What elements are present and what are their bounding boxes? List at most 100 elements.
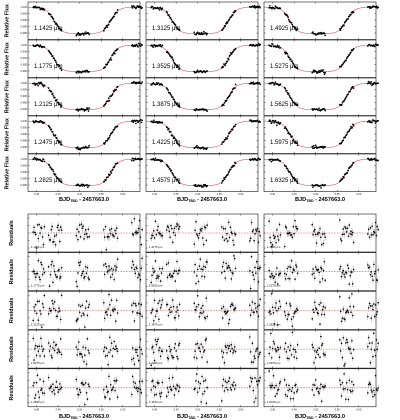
flux-data-point: [232, 50, 235, 52]
residual-data-point: [255, 397, 257, 400]
residual-data-point: [278, 300, 281, 303]
residual-data-point: [52, 281, 54, 284]
flux-data-point: [58, 27, 61, 30]
flux-data-point: [352, 11, 355, 14]
residual-data-point: [285, 351, 288, 353]
residual-data-point: [290, 234, 293, 236]
residual-data-point: [59, 383, 61, 385]
residual-data-point: [138, 274, 141, 277]
residual-data-point: [152, 267, 154, 270]
residual-data-point: [229, 226, 232, 229]
residual-data-point: [339, 379, 341, 381]
residual-data-point: [272, 234, 275, 237]
flux-data-point: [223, 177, 225, 179]
flux-data-point: [284, 52, 287, 55]
residual-data-point: [175, 388, 177, 390]
residual-data-point: [88, 303, 90, 306]
residual-data-point: [60, 229, 63, 231]
flux-data-point: [175, 64, 178, 67]
residual-data-point: [323, 313, 326, 316]
wavelength-label: 1.4925 μm: [270, 26, 298, 32]
residual-data-point: [203, 390, 206, 393]
flux-data-point: [296, 67, 299, 70]
x-tick-label: 0.60: [356, 192, 362, 196]
residual-data-point: [38, 276, 40, 278]
residual-data-point: [53, 341, 55, 343]
flux-data-point: [234, 162, 237, 165]
residual-data-point: [77, 238, 79, 241]
flux-data-point: [223, 63, 226, 66]
residual-data-point: [56, 315, 59, 318]
residual-data-point: [318, 232, 320, 234]
flux-data-point: [289, 171, 291, 173]
residual-data-point: [152, 234, 154, 237]
residual-data-point: [320, 335, 322, 338]
residual-data-point: [277, 348, 280, 351]
flux-data-point: [352, 161, 355, 164]
residual-data-point: [295, 310, 297, 313]
wavelength-label: 1.1425 μm: [31, 245, 45, 249]
residual-data-point: [250, 255, 253, 258]
residual-data-point: [48, 307, 51, 310]
residual-data-point: [84, 229, 87, 231]
residual-data-point: [103, 317, 106, 320]
residual-data-point: [270, 332, 272, 335]
flux-data-point: [296, 182, 299, 185]
flux-data-point: [132, 82, 135, 84]
flux-data-point: [286, 14, 289, 17]
residual-data-point: [202, 393, 204, 395]
residual-data-point: [249, 269, 251, 272]
y-tick-label: 0.995: [21, 164, 28, 168]
flux-data-point: [348, 129, 351, 132]
residual-data-point: [168, 308, 171, 311]
residual-data-point: [104, 262, 107, 265]
residual-data-point: [42, 243, 45, 246]
flux-data-point: [223, 140, 225, 143]
residual-data-point: [317, 353, 320, 356]
residual-data-point: [276, 392, 278, 395]
residual-data-point: [375, 388, 378, 390]
residual-data-point: [315, 308, 318, 311]
flux-data-point: [141, 158, 143, 160]
residual-data-point: [34, 231, 36, 234]
x-tick-label: 0.55: [335, 192, 341, 196]
residual-data-point: [156, 310, 158, 312]
residual-data-point: [150, 281, 152, 284]
flux-data-point: [116, 85, 119, 88]
residual-data-point: [170, 306, 172, 309]
flux-data-point: [316, 72, 318, 75]
residual-data-point: [35, 354, 38, 357]
flux-data-point: [169, 168, 171, 170]
residual-data-point: [206, 315, 208, 318]
residual-data-point: [138, 346, 141, 348]
flux-data-point: [53, 96, 56, 99]
light-curve-panel: 1.3525 μm: [145, 39, 261, 78]
flux-data-point: [59, 103, 62, 106]
residual-data-point: [315, 242, 318, 244]
residual-data-point: [377, 342, 379, 345]
flux-data-point: [279, 7, 282, 10]
residual-data-point: [271, 384, 274, 387]
residual-data-point: [85, 391, 88, 394]
residual-data-point: [57, 224, 59, 227]
residual-data-point: [172, 385, 175, 388]
light-curve-panel: 0.40 0.45 0.50 0.55 0.601.6325 μm: [263, 153, 379, 196]
residual-data-point: [202, 237, 204, 239]
residual-data-point: [251, 301, 254, 303]
flux-data-point: [33, 6, 36, 9]
residual-panel: 0.40 0.45 0.50 0.55 0.601.6325 μm: [263, 368, 379, 411]
flux-data-point: [174, 101, 177, 104]
residual-data-point: [52, 347, 54, 349]
residual-data-point: [137, 273, 140, 275]
residual-data-point: [40, 337, 42, 340]
flux-data-point: [271, 158, 273, 161]
residual-data-point: [256, 267, 259, 269]
residual-data-point: [171, 376, 174, 379]
residual-data-point: [255, 307, 257, 309]
residual-data-point: [200, 229, 202, 232]
residual-data-point: [59, 387, 62, 390]
residual-data-point: [249, 385, 251, 388]
residual-data-point: [156, 340, 158, 343]
residual-data-point: [222, 227, 225, 230]
flux-data-point: [322, 71, 325, 74]
